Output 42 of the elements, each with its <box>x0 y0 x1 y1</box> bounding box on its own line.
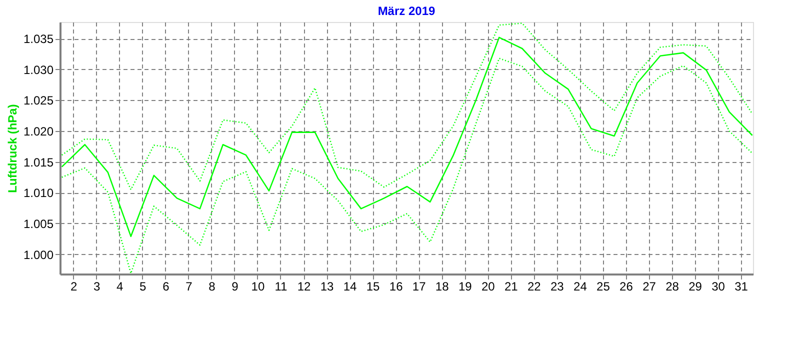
x-tick-label: 14 <box>343 280 358 294</box>
line-series <box>61 22 753 190</box>
y-tick-label: 1.015 <box>23 155 54 170</box>
x-tick-label: 21 <box>504 280 518 294</box>
y-tick-label: 1.030 <box>23 62 54 77</box>
y-tick-label: 1.010 <box>23 186 54 200</box>
x-tick-label: 9 <box>232 280 239 294</box>
x-tick-label: 31 <box>734 280 748 294</box>
x-tick-label: 27 <box>642 280 656 294</box>
x-tick-label: 17 <box>412 280 426 294</box>
x-tick-label: 4 <box>116 280 124 294</box>
x-tick-label: 2 <box>70 280 78 294</box>
x-tick-label: 5 <box>140 280 147 294</box>
x-tick-label: 12 <box>297 280 311 294</box>
x-tick-label: 20 <box>481 280 496 294</box>
x-tick-label: 7 <box>186 280 193 294</box>
line-series <box>61 36 753 238</box>
x-tick-label: 19 <box>458 280 472 294</box>
y-tick-label: 1.025 <box>23 94 54 108</box>
y-tick-label: 1.005 <box>23 216 54 231</box>
y-tick-label: 1.035 <box>23 32 54 46</box>
x-tick-label: 25 <box>596 280 610 294</box>
x-tick-label: 28 <box>666 280 680 294</box>
x-tick-label: 10 <box>251 280 265 294</box>
x-tick-label: 16 <box>389 280 404 294</box>
y-axis-title: Luftdruck (hPa) <box>5 104 20 193</box>
x-tick-label: 24 <box>574 280 588 294</box>
y-tick-label: 1.020 <box>23 124 54 139</box>
x-tick-label: 22 <box>527 280 542 294</box>
x-tick-label: 23 <box>550 280 564 294</box>
x-tick-label: 3 <box>94 280 101 294</box>
x-tick-label: 6 <box>162 280 170 294</box>
y-tick-label: 1.000 <box>23 248 54 262</box>
x-tick-label: 8 <box>208 280 216 294</box>
x-tick-label: 26 <box>620 280 634 294</box>
x-tick-label: 30 <box>712 280 726 294</box>
x-tick-label: 29 <box>688 280 702 294</box>
x-tick-label: 15 <box>366 280 380 294</box>
x-tick-label: 11 <box>274 280 288 294</box>
chart-title: März 2019 <box>378 4 436 18</box>
x-tick-label: 18 <box>435 280 450 294</box>
x-tick-label: 13 <box>320 280 334 294</box>
